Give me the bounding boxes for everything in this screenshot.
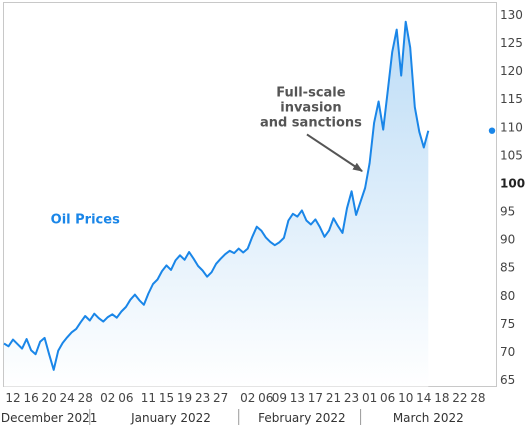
series-label: Oil Prices <box>51 212 120 227</box>
month-axis: December 2021 January 2022 February 2022 Ma… <box>1 409 464 425</box>
month-label: March 2022 <box>393 411 464 425</box>
y-tick-label: 110 <box>500 120 523 134</box>
x-tick-label: 06 <box>118 391 133 405</box>
x-tick-label: 12 <box>5 391 20 405</box>
x-tick-label: 02 <box>240 391 255 405</box>
month-label: February 2022 <box>258 411 346 425</box>
y-tick-label: 130 <box>500 8 523 22</box>
y-axis: 65 70 75 80 85 90 95 100 105 110 115 120 125 130 <box>500 8 525 387</box>
x-tick-label: 14 <box>416 391 431 405</box>
y-tick-label: 90 <box>500 233 515 247</box>
current-value-marker <box>488 127 496 134</box>
x-tick-label: 01 <box>362 391 377 405</box>
annotation-text: and sanctions <box>260 115 362 130</box>
area-fill <box>4 21 429 387</box>
x-tick-label: 22 <box>452 391 467 405</box>
month-label: December 2021 <box>1 411 98 425</box>
annotation-text: Full-scale <box>276 85 345 100</box>
y-tick-label: 105 <box>500 148 523 162</box>
y-tick-label: 75 <box>500 317 515 331</box>
x-tick-label: 02 <box>100 391 115 405</box>
x-tick-label: 20 <box>41 391 56 405</box>
x-tick-label: 06 <box>380 391 395 405</box>
x-tick-label: 11 <box>141 391 156 405</box>
x-tick-label: 23 <box>195 391 210 405</box>
x-tick-label: 27 <box>213 391 228 405</box>
x-tick-label: 21 <box>326 391 341 405</box>
area-layer <box>4 21 429 387</box>
annotation-text: invasion <box>280 100 341 115</box>
y-tick-label: 95 <box>500 205 515 219</box>
annotation-arrow <box>306 133 363 172</box>
x-tick-label: 19 <box>177 391 192 405</box>
x-tick-label: 18 <box>434 391 449 405</box>
x-tick-label: 23 <box>344 391 359 405</box>
x-tick-label: 15 <box>159 391 174 405</box>
month-label: January 2022 <box>130 411 211 425</box>
y-tick-label: 80 <box>500 289 515 303</box>
y-tick-label: 65 <box>500 373 515 387</box>
price-line <box>3 20 430 371</box>
x-tick-label: 17 <box>308 391 323 405</box>
x-tick-label: 09 <box>272 391 287 405</box>
y-tick-label: 120 <box>500 64 523 78</box>
x-tick-label: 10 <box>398 391 413 405</box>
y-tick-label: 85 <box>500 261 515 275</box>
y-tick-label: 70 <box>500 345 515 359</box>
x-tick-label: 16 <box>23 391 38 405</box>
x-tick-label: 13 <box>290 391 305 405</box>
x-tick-label: 28 <box>78 391 93 405</box>
x-tick-label: 28 <box>470 391 485 405</box>
x-tick-label: 06 <box>258 391 273 405</box>
line-layer <box>3 20 430 371</box>
x-tick-label: 24 <box>60 391 75 405</box>
y-tick-label: 115 <box>500 92 523 106</box>
y-tick-label: 125 <box>500 36 523 50</box>
y-tick-label: 100 <box>500 176 525 190</box>
